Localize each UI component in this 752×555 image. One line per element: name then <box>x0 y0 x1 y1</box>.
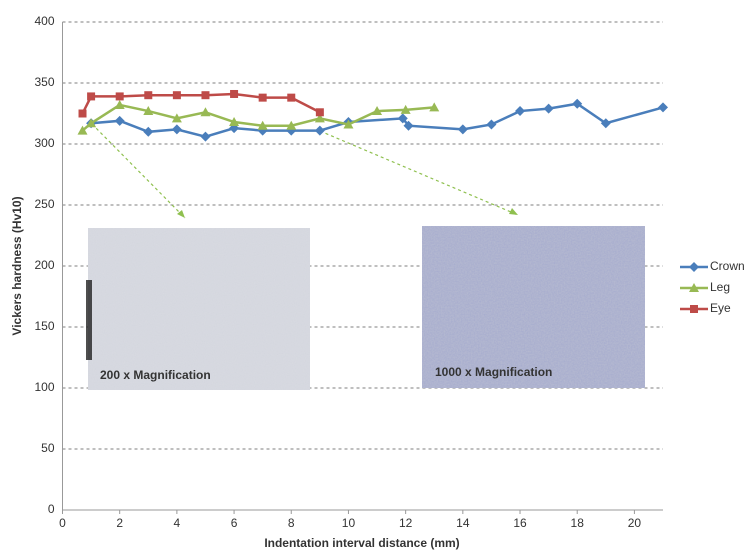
marker <box>543 103 554 114</box>
marker <box>114 99 125 109</box>
y-tick-label: 350 <box>34 75 54 89</box>
marker <box>658 102 668 113</box>
marker <box>230 89 239 98</box>
x-tick-label: 20 <box>628 516 642 530</box>
marker <box>403 120 414 131</box>
marker <box>400 104 411 114</box>
marker <box>286 120 297 130</box>
y-tick-label: 150 <box>34 319 54 333</box>
marker <box>114 115 125 126</box>
marker <box>86 118 97 128</box>
marker <box>201 91 210 100</box>
marker <box>689 262 699 272</box>
marker <box>600 118 611 129</box>
x-tick-label: 6 <box>231 516 238 530</box>
x-axis-label: Indentation interval distance (mm) <box>264 536 459 550</box>
y-tick-label: 0 <box>48 502 55 516</box>
y-tick-label: 200 <box>34 258 54 272</box>
micrograph-texture <box>88 228 310 390</box>
marker <box>143 106 154 116</box>
pointer-arrow <box>91 123 186 219</box>
x-tick-label: 4 <box>174 516 181 530</box>
series-line <box>81 92 321 115</box>
x-tick-label: 14 <box>456 516 470 530</box>
marker <box>429 102 440 112</box>
y-tick-label: 50 <box>41 441 55 455</box>
annotation: 200 x Magnification <box>100 368 211 382</box>
marker <box>78 109 87 118</box>
x-tick-label: 8 <box>288 516 295 530</box>
micrograph-edge <box>86 280 92 360</box>
marker <box>258 93 267 102</box>
marker <box>287 93 296 102</box>
y-tick-label: 400 <box>34 14 54 28</box>
x-tick-label: 10 <box>342 516 356 530</box>
marker <box>257 120 268 130</box>
marker <box>87 92 96 101</box>
marker <box>77 125 88 135</box>
x-tick-label: 12 <box>399 516 413 530</box>
marker <box>572 98 583 109</box>
marker <box>343 119 354 129</box>
y-tick-label: 300 <box>34 136 54 150</box>
marker <box>171 113 182 123</box>
marker <box>457 124 468 135</box>
y-tick-label: 100 <box>34 380 54 394</box>
marker <box>171 124 182 135</box>
series-line <box>81 103 435 132</box>
marker <box>689 283 699 292</box>
marker <box>486 119 497 130</box>
marker <box>143 126 154 137</box>
marker <box>314 125 325 136</box>
micrographs <box>86 123 645 390</box>
legend-label: Leg <box>710 280 730 294</box>
marker <box>144 91 153 100</box>
marker <box>115 92 124 101</box>
marker <box>315 108 324 117</box>
arrow-head <box>509 208 518 215</box>
marker <box>172 91 181 100</box>
marker <box>200 107 211 117</box>
marker <box>690 305 698 313</box>
x-tick-label: 16 <box>513 516 527 530</box>
micrograph-texture <box>422 226 645 388</box>
legend-label: Crown <box>710 259 745 273</box>
x-tick-label: 0 <box>59 516 66 530</box>
y-axis-label: Vickers hardness (Hv10) <box>10 196 24 335</box>
x-tick-label: 2 <box>116 516 123 530</box>
x-tick-label: 18 <box>571 516 585 530</box>
marker <box>397 113 408 124</box>
marker <box>515 106 526 117</box>
arrow-head <box>177 210 185 218</box>
marker <box>372 106 383 116</box>
marker <box>200 131 211 142</box>
marker <box>314 113 325 123</box>
annotation: 1000 x Magnification <box>435 365 552 379</box>
legend-label: Eye <box>710 301 731 315</box>
marker <box>229 117 240 127</box>
y-tick-label: 250 <box>34 197 54 211</box>
